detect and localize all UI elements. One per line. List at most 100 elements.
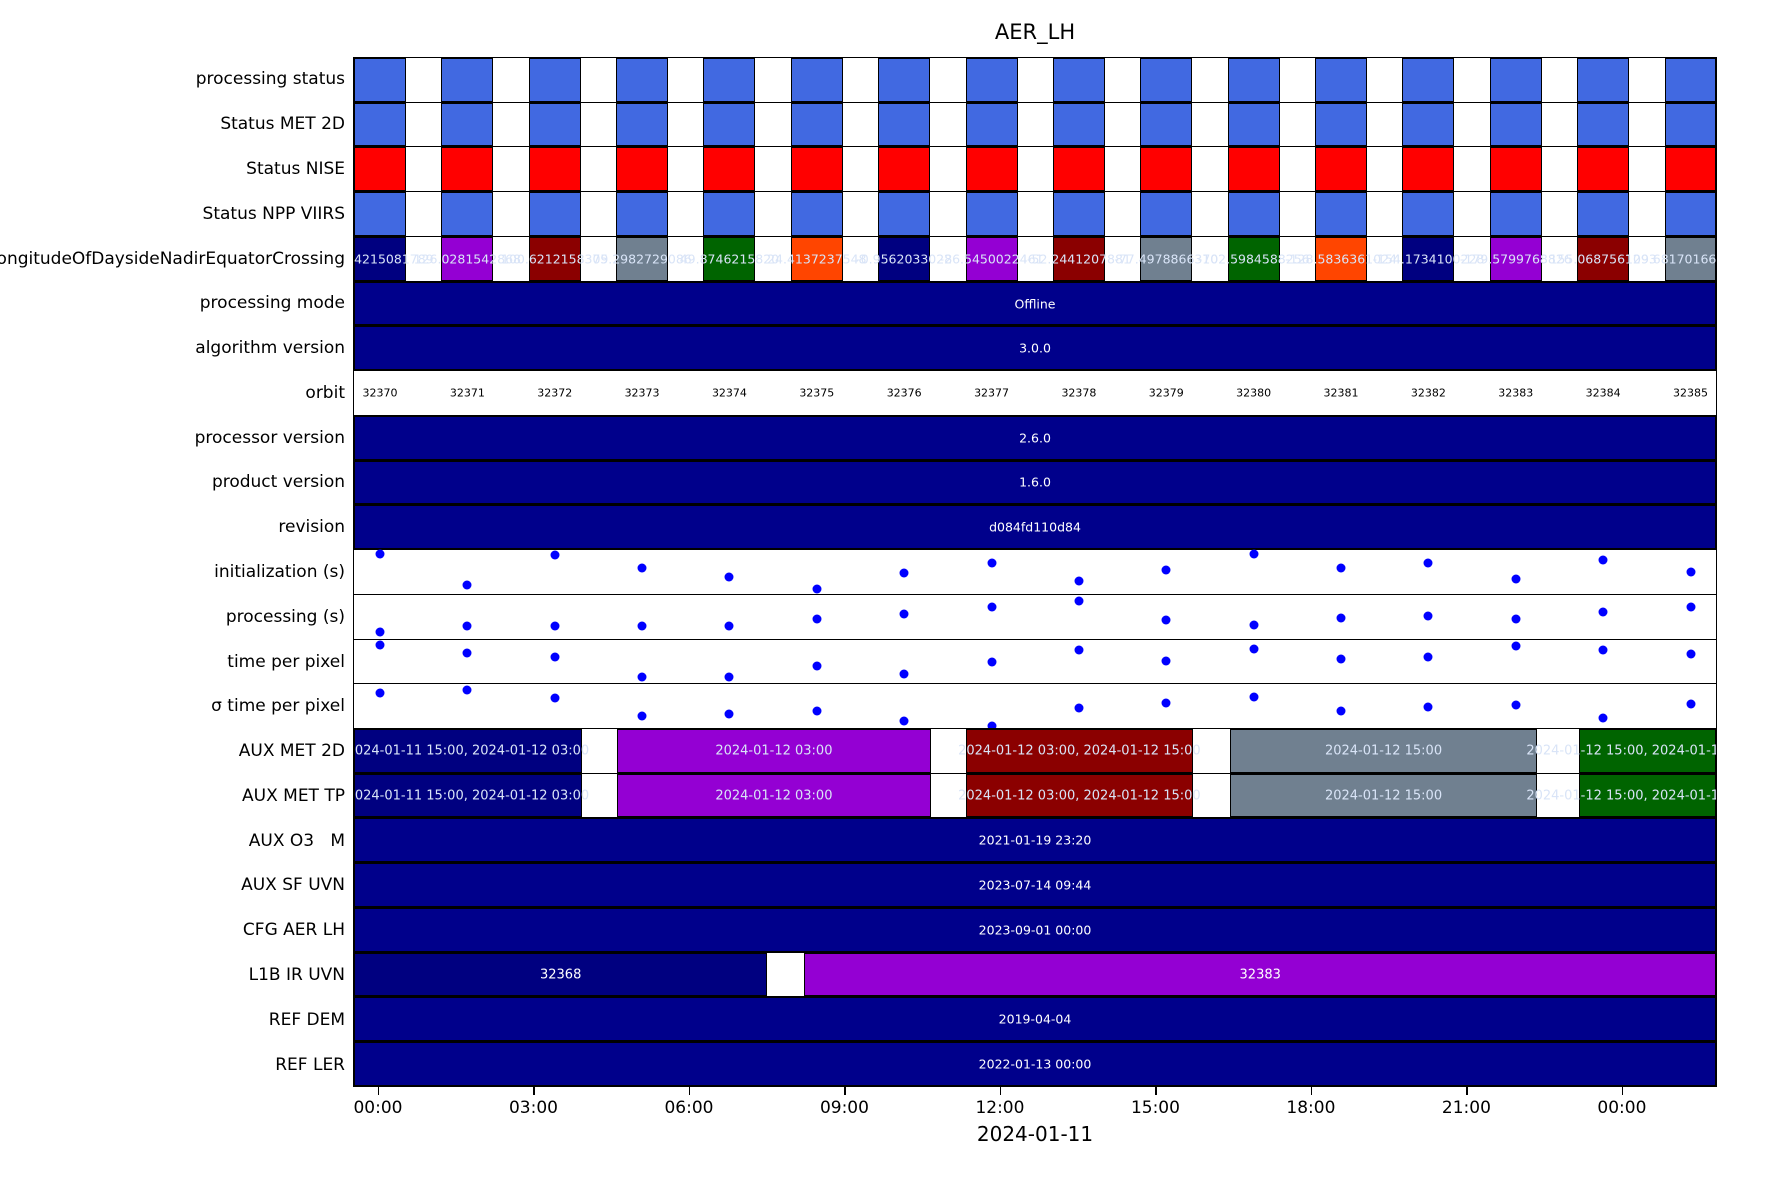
longitude-block — [441, 236, 494, 281]
status-block — [441, 192, 494, 236]
axis-tick-label: 03:00 — [508, 1098, 558, 1118]
orbit-number: 32377 — [974, 386, 1010, 400]
data-point — [637, 621, 647, 631]
row-processing-status — [354, 58, 1716, 102]
plot-area: 151.4215081789126.0281542868100.62121583… — [353, 57, 1717, 1087]
status-block — [703, 192, 756, 236]
data-point — [462, 621, 472, 631]
status-block — [441, 58, 494, 102]
status-block — [1052, 102, 1105, 147]
time-segment — [1229, 773, 1538, 818]
status-block — [1227, 102, 1280, 147]
data-point — [1074, 645, 1084, 655]
time-segment — [354, 952, 768, 997]
row-label-status-met-2d: Status MET 2D — [220, 114, 345, 135]
data-point — [550, 652, 560, 662]
status-block — [1315, 58, 1367, 102]
status-block — [354, 58, 406, 102]
orbit-number: 32370 — [362, 386, 398, 400]
status-block — [878, 58, 931, 102]
time-segment — [1229, 729, 1538, 773]
status-block — [790, 58, 843, 102]
status-block — [703, 58, 756, 102]
status-block — [528, 102, 581, 147]
status-block — [1664, 192, 1716, 236]
status-block — [1664, 147, 1716, 192]
value-bar — [354, 460, 1716, 505]
value-bar — [354, 818, 1716, 863]
status-block — [354, 102, 406, 147]
axis-tick-label: 00:00 — [1597, 1098, 1647, 1118]
longitude-block — [1052, 236, 1105, 281]
data-point — [1336, 654, 1346, 664]
status-block — [616, 147, 669, 192]
data-point — [1249, 620, 1259, 630]
x-axis-date-label: 2024-01-11 — [976, 1122, 1094, 1146]
value-bar — [354, 505, 1716, 550]
data-point — [724, 672, 734, 682]
value-bar — [354, 1042, 1716, 1086]
data-point — [899, 568, 909, 578]
axis-tick — [377, 1087, 380, 1095]
row-label-ref-ler: REF LER — [275, 1054, 345, 1075]
data-point — [1423, 558, 1433, 568]
data-point — [724, 572, 734, 582]
data-point — [1249, 549, 1259, 559]
time-segment — [1579, 773, 1716, 818]
row-initialization-s — [354, 549, 1716, 594]
orbit-number: 32379 — [1148, 386, 1184, 400]
value-bar — [354, 907, 1716, 952]
status-block — [790, 147, 843, 192]
data-point — [1511, 700, 1521, 710]
row-l1b-ir-uvn: 32368 32383 — [354, 951, 1716, 997]
orbit-number: 32385 — [1673, 386, 1709, 400]
data-point — [550, 621, 560, 631]
data-point — [375, 627, 385, 637]
data-point — [375, 688, 385, 698]
status-block — [1402, 102, 1455, 147]
data-point — [899, 609, 909, 619]
orbit-number: 32382 — [1410, 386, 1446, 400]
longitude-block — [965, 236, 1018, 281]
row-label-l1b-ir-uvn: L1B IR UVN — [248, 965, 345, 986]
data-point — [550, 693, 560, 703]
row-label-cfg-aer-lh: CFG AER LH — [242, 920, 345, 941]
chart-title: AER_LH — [994, 20, 1076, 44]
status-block — [528, 147, 581, 192]
row-label-longitudeofdaysidenadirequatorcrossing: LongitudeOfDaysideNadirEquatorCrossing — [0, 248, 345, 269]
data-point — [1074, 576, 1084, 586]
time-segment — [616, 773, 932, 818]
status-block — [528, 192, 581, 236]
row-label-status-nise: Status NISE — [246, 158, 345, 179]
data-point — [1074, 703, 1084, 713]
longitude-block — [354, 236, 406, 281]
data-point — [1161, 698, 1171, 708]
data-point — [987, 657, 997, 667]
status-block — [1577, 58, 1630, 102]
row-label-aux-sf-uvn: AUX SF UVN — [241, 875, 345, 896]
row-label-processing-status: processing status — [195, 69, 345, 90]
time-segment — [966, 729, 1193, 773]
orbit-number: 32371 — [449, 386, 485, 400]
longitude-block — [1227, 236, 1280, 281]
status-block — [1140, 192, 1193, 236]
data-point — [1423, 702, 1433, 712]
row-orbit: 32370 32371 32372 32373 32374 32375 32376 32377… — [354, 370, 1716, 415]
status-block — [528, 58, 581, 102]
row-label-status-npp-viirs: Status NPP VIIRS — [202, 203, 345, 224]
data-point — [724, 621, 734, 631]
status-block — [441, 102, 494, 147]
row-ref-ler: 2022-01-13 00:00 — [354, 1041, 1716, 1086]
row-time-per-pixel — [354, 683, 1716, 731]
status-block — [703, 147, 756, 192]
row-label-aux-met-tp: AUX MET TP — [242, 785, 345, 806]
data-point — [1249, 692, 1259, 702]
status-block — [790, 102, 843, 147]
row-aux-o3-m: 2021-01-19 23:20 — [354, 817, 1716, 863]
data-point — [812, 706, 822, 716]
axis-tick — [688, 1087, 691, 1095]
data-point — [987, 558, 997, 568]
row-label-time-per-pixel: time per pixel — [227, 651, 345, 672]
axis-tick-label: 00:00 — [353, 1098, 403, 1118]
axis-tick — [999, 1087, 1002, 1095]
